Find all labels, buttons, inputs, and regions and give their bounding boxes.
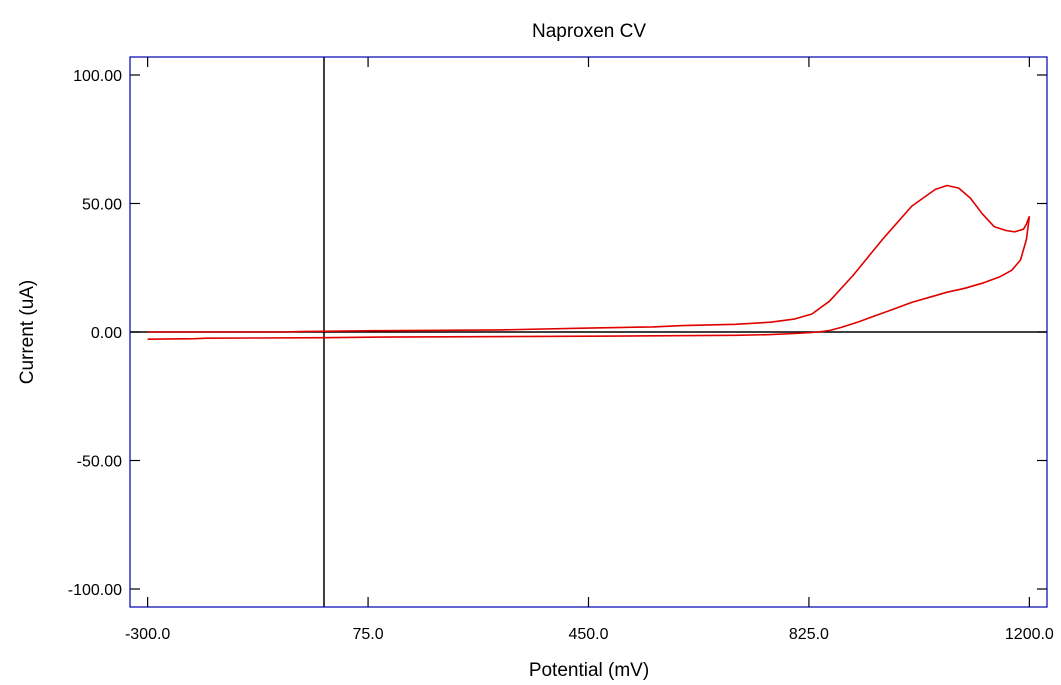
cv-trace-2 [147,216,1031,340]
y-tick-label: 0.00 [91,325,122,342]
plot-area [129,56,1048,608]
y-tick-label: -50.00 [77,454,122,471]
chart-title: Naproxen CV [532,21,646,42]
x-tick-label: 450.0 [568,626,608,643]
y-axis-title: Current (uA) [17,280,38,385]
y-tick-label: 100.00 [73,68,122,85]
x-tick-label: 1200.0 [1005,626,1054,643]
axis-ticks: -300.0 75.0 450.0 825.0 1200.0 100.00 50.00 0.0… [68,57,1054,643]
x-tick-label: -300.0 [125,626,170,643]
x-axis-title: Potential (mV) [529,660,649,681]
x-tick-label: 825.0 [789,626,829,643]
y-tick-label: 50.00 [82,196,122,213]
cv-trace-1 [147,184,1031,333]
x-tick-label: 75.0 [352,626,383,643]
y-tick-label: -100.00 [68,582,122,599]
